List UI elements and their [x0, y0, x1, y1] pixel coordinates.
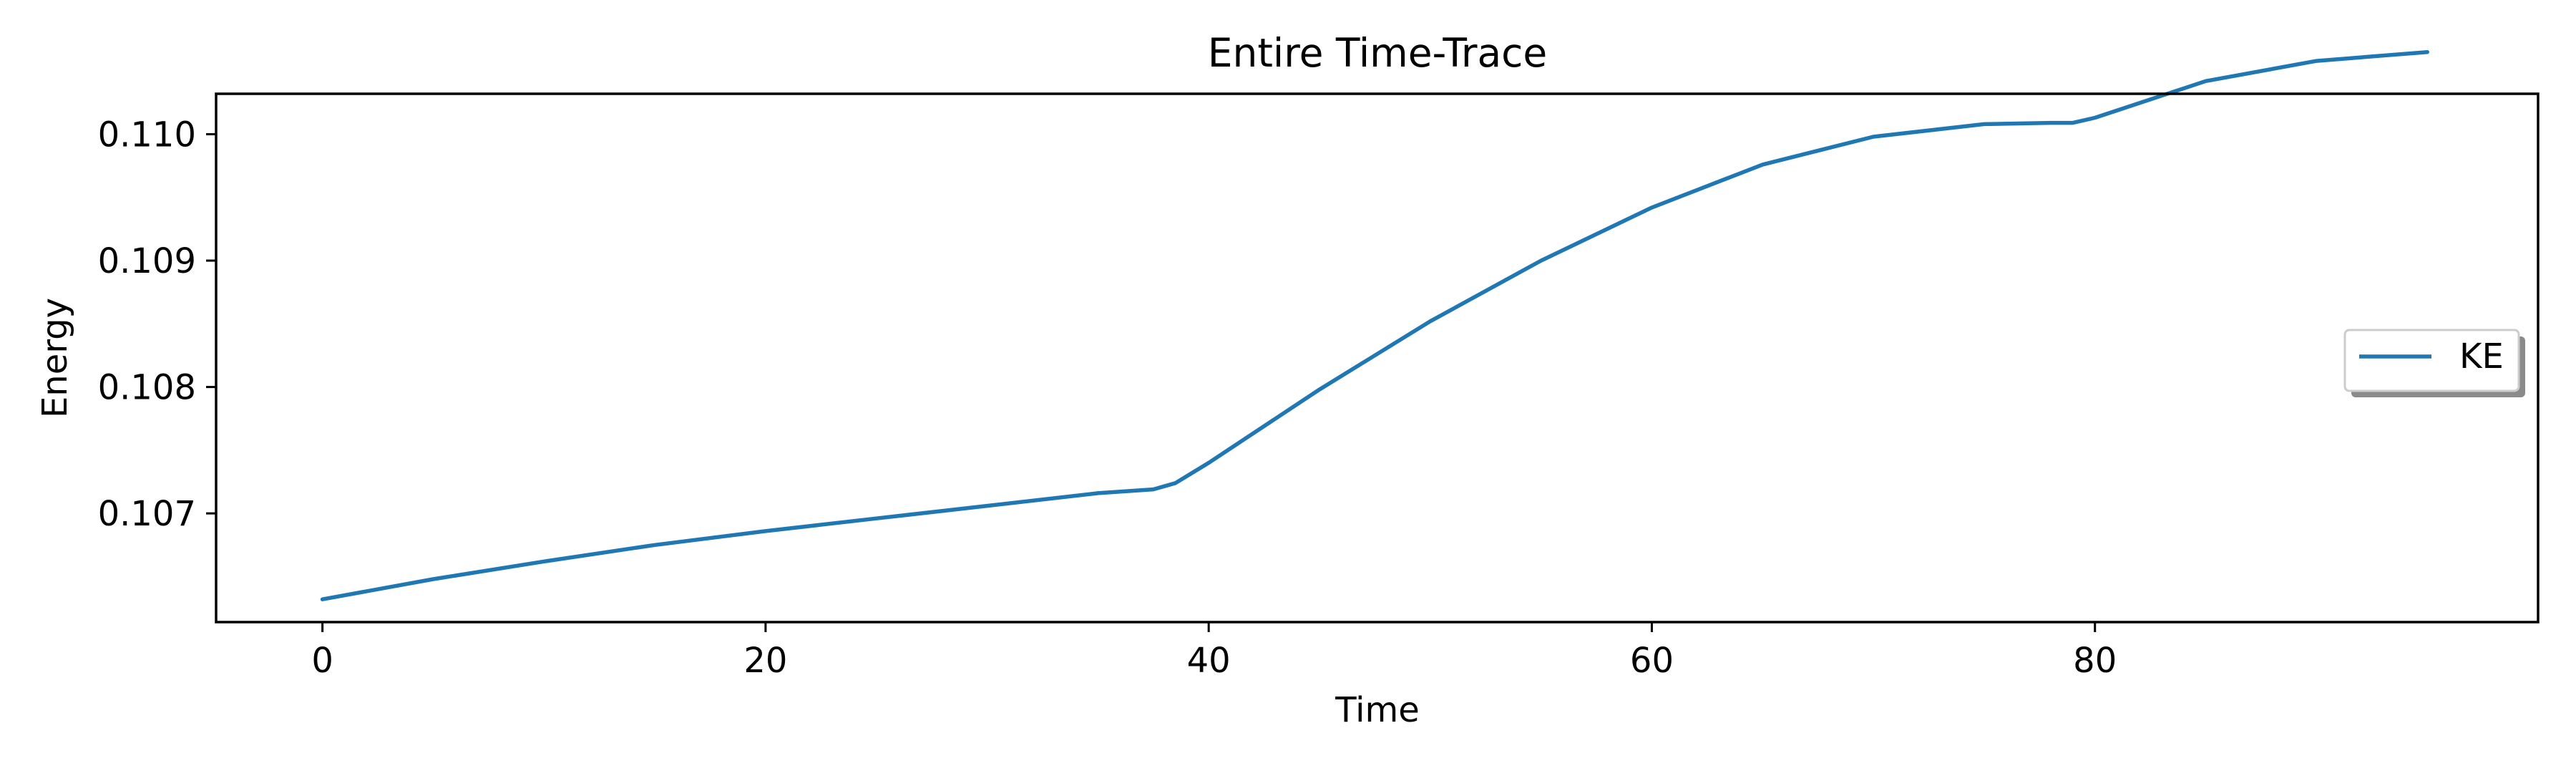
legend: KE — [2343, 329, 2525, 397]
x-tick-label: 80 — [2073, 641, 2117, 681]
y-axis-label: Energy — [35, 298, 75, 418]
x-tick-label: 40 — [1187, 641, 1231, 681]
x-axis-label: Time — [1335, 690, 1419, 730]
y-tick-label: 0.108 — [98, 368, 196, 408]
y-tick-label: 0.110 — [98, 115, 196, 155]
x-tick-label: 20 — [743, 641, 787, 681]
y-tick-label: 0.107 — [98, 494, 196, 534]
y-tick-label: 0.109 — [98, 241, 196, 281]
x-tick-label: 0 — [311, 641, 333, 681]
series-line-ke — [320, 49, 2429, 601]
plot-frame — [215, 92, 2540, 624]
chart-title: Entire Time-Trace — [1208, 30, 1547, 76]
x-tick-label: 60 — [1630, 641, 1674, 681]
legend-box — [2343, 329, 2520, 392]
legend-label-ke: KE — [2459, 336, 2504, 377]
